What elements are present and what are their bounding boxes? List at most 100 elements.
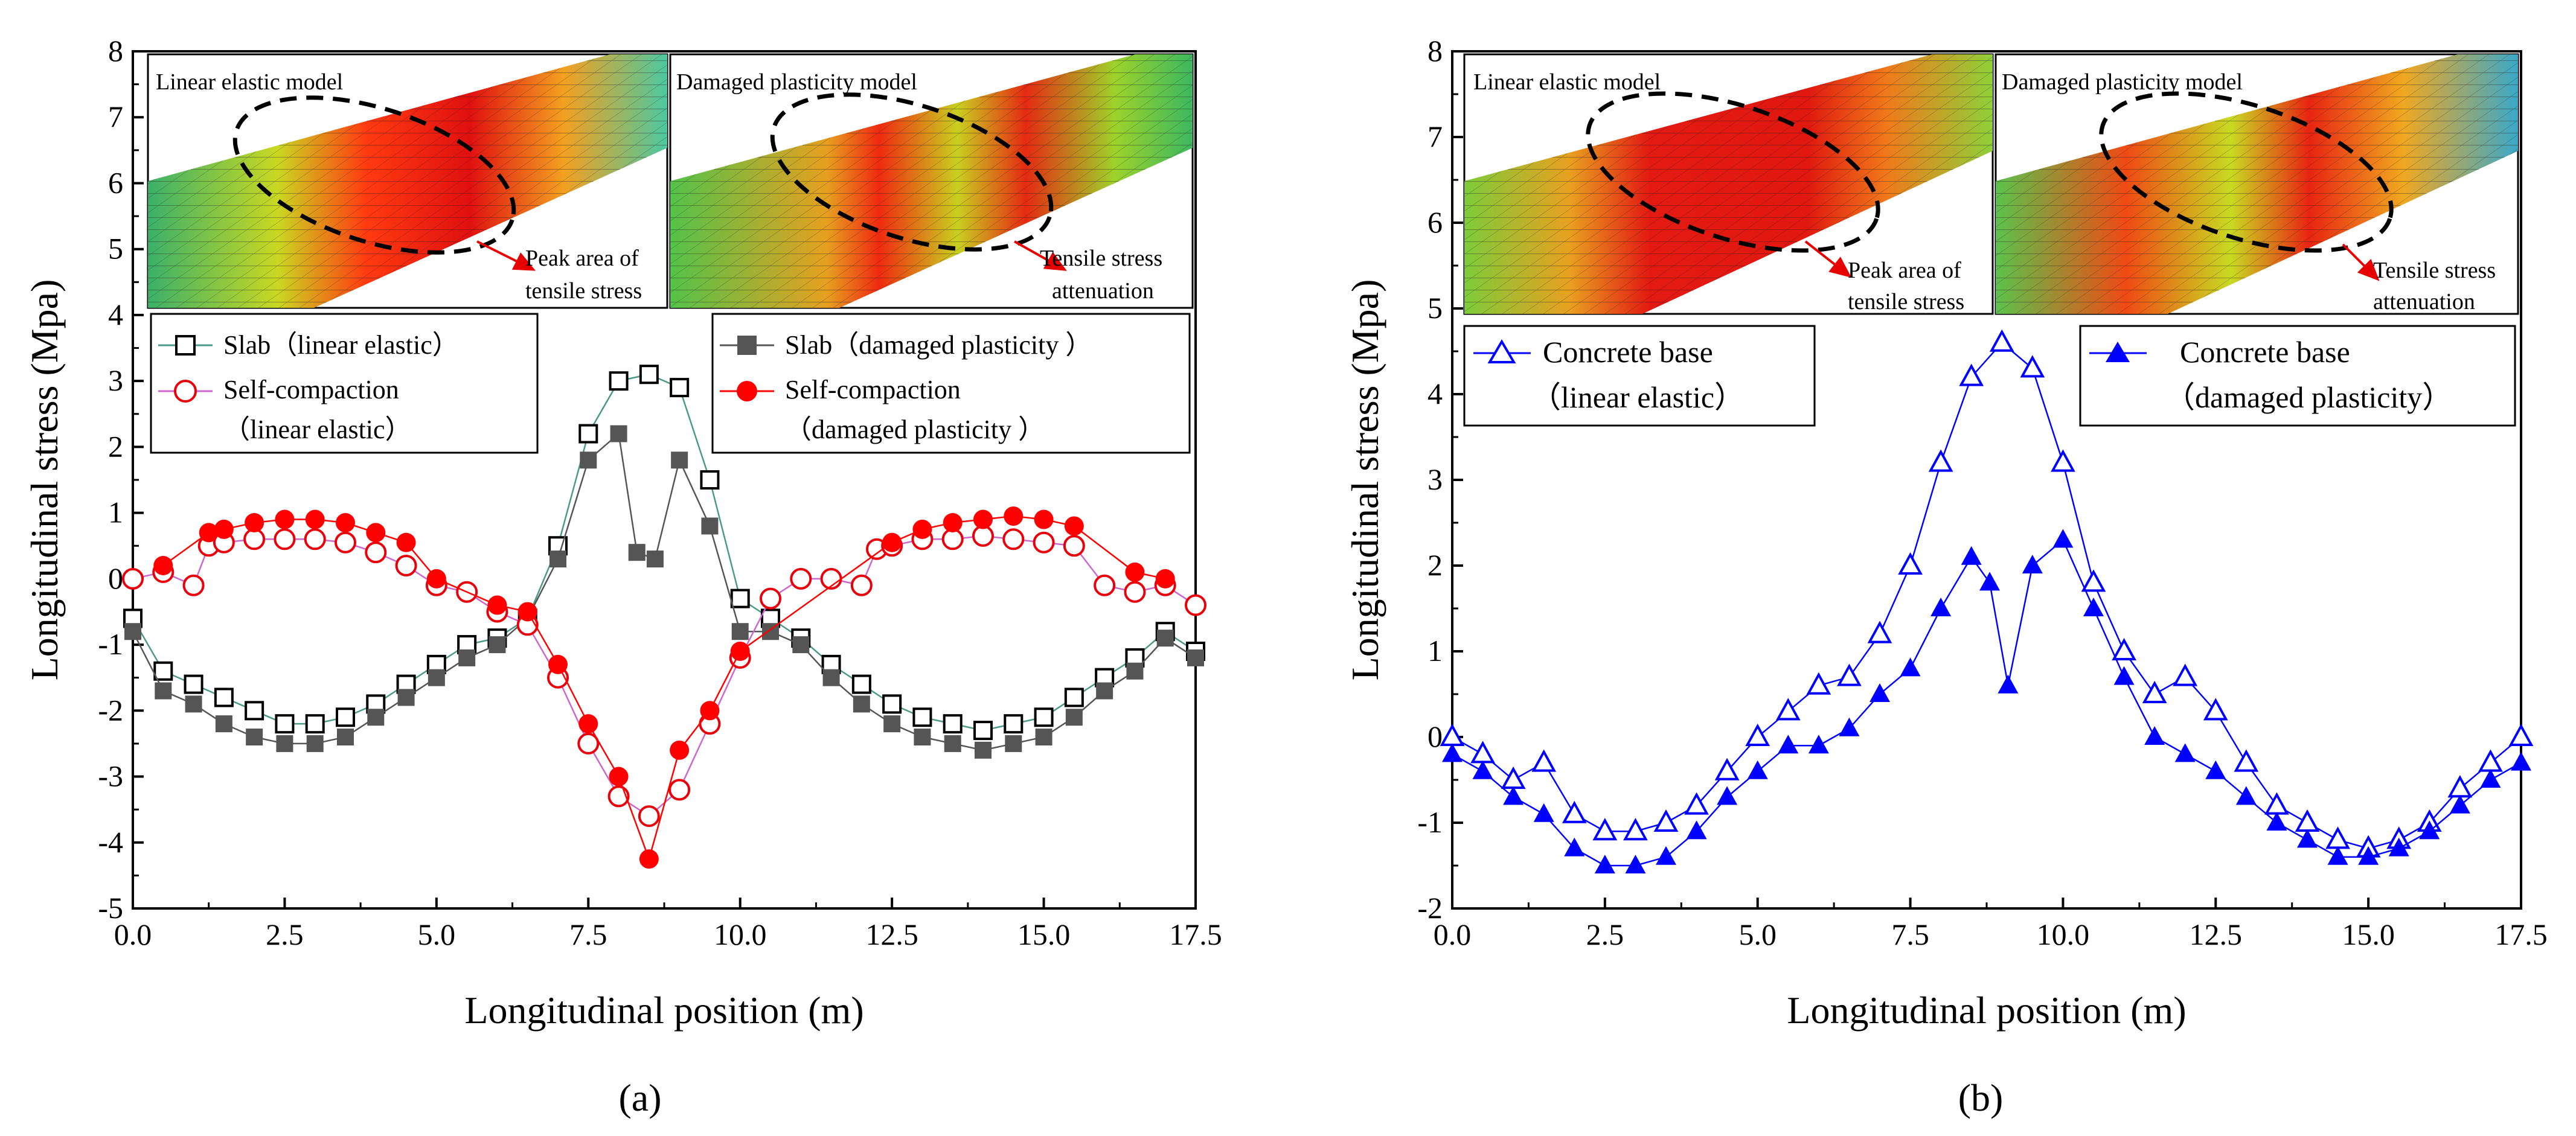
y-tick-label: -1 [1417,805,1443,839]
data-point [214,688,234,707]
data-point [912,707,932,727]
data-point [2205,760,2226,779]
data-point [760,587,781,610]
data-point [2478,749,2503,772]
y-axis-label-a: Longitudinal stress (Mpa) [23,279,66,681]
y-tick-label: -2 [98,693,123,727]
data-point [245,701,264,721]
data-point [1775,698,1801,721]
data-point [578,714,598,734]
x-tick-label: 12.5 [865,917,918,951]
series-line [132,535,1196,817]
x-tick-label: 0.0 [1434,917,1472,951]
data-point [1745,723,1770,746]
data-point [1870,683,1890,702]
data-point [1898,552,1923,575]
data-point [944,735,961,752]
data-point [489,636,506,654]
data-point [1837,663,1862,686]
y-tick-label: -4 [98,825,123,859]
legend-entry-concrete-linear-sub: （linear elastic） [1531,380,1745,414]
data-point [274,528,296,550]
panel-b: 0.0 2.5 5.0 7.5 10.0 12.5 15.0 17.5 -2 -1 0 1 2 3 4 5 6 7… [1344,34,2548,1119]
y-tick-label: 0 [1427,720,1443,753]
inset-annotation-line2: tensile stress [1848,289,1964,314]
y-tick-label: 4 [108,298,123,331]
data-point [883,715,901,733]
y-tick-label: -2 [1417,891,1443,925]
inset-annotation-line1: Tensile stress [2373,258,2496,283]
panel-a: 0.0 2.5 5.0 7.5 10.0 12.5 15.0 17.5 -5 -4 -3 -2 -1 0 1… [23,34,1222,1119]
data-point [2325,826,2350,849]
data-point [306,735,324,752]
data-point [730,589,750,608]
data-point [578,424,598,444]
data-point [1156,630,1174,647]
legend-entry-slab-damaged: Slab（damaged plasticity ） [785,330,1092,360]
x-tick-label: 5.0 [418,917,456,951]
data-point [1653,809,1679,832]
data-point [1594,855,1615,873]
data-point [2266,812,2287,831]
data-point [1930,598,1952,616]
data-point [1989,329,2014,352]
data-point [1623,818,1648,841]
x-tick-label: 2.5 [1586,917,1624,951]
data-point [1034,509,1054,529]
data-point [275,509,295,529]
data-point [487,595,507,615]
data-point [458,649,476,666]
data-point [337,729,354,745]
data-point [1035,729,1053,745]
data-point [243,528,266,550]
data-point [1686,820,1707,840]
y-tick-label: -3 [98,759,123,793]
y-tick-label: 6 [108,165,123,199]
data-point [914,729,931,745]
data-point [1472,760,1493,779]
data-point [304,528,326,550]
data-point [122,567,144,590]
data-point [336,707,355,727]
data-point [975,741,992,759]
data-point [426,569,446,589]
data-point [2083,598,2104,616]
data-point [2449,794,2470,814]
inset-annotation-line1: Peak area of [525,246,639,271]
legend-entry-slab-linear: Slab（linear elastic） [223,330,459,360]
data-point [1656,846,1676,865]
legend-entry-self-compaction-linear: Self-compaction [223,375,399,404]
inset-annotation-line2: tensile stress [525,278,642,304]
panel-label-b: (b) [1958,1076,2004,1119]
data-point [366,523,386,543]
data-point [1533,803,1554,822]
y-tick-label: -1 [98,627,123,661]
data-point [184,674,203,694]
data-point [1064,688,1084,707]
x-tick-label: 17.5 [2494,917,2548,951]
data-point [214,519,234,539]
inset-linear-elastic-a: Linear elastic model Peak area of tensil… [147,53,668,309]
x-tick-label: 10.0 [714,917,767,951]
inset-label: Damaged plasticity model [2002,69,2243,95]
data-point [2295,809,2320,832]
y-tick-label: 0 [108,561,123,595]
data-point [215,715,232,733]
data-point [1187,649,1204,666]
data-point [1155,569,1175,589]
data-point [972,525,994,547]
data-point [276,735,293,752]
series-line [162,515,1165,862]
x-axis-label-a: Longitudinal position (m) [464,989,863,1032]
y-tick-label: 2 [108,429,123,463]
data-point [1714,758,1740,780]
data-point [2022,555,2043,573]
data-point [1124,581,1146,603]
y-tick-label: 7 [108,100,123,133]
data-point [2234,749,2259,772]
data-point [2112,637,2136,660]
data-point [153,661,173,681]
series-a [122,365,1206,869]
data-point [912,519,932,539]
data-point [882,532,902,552]
